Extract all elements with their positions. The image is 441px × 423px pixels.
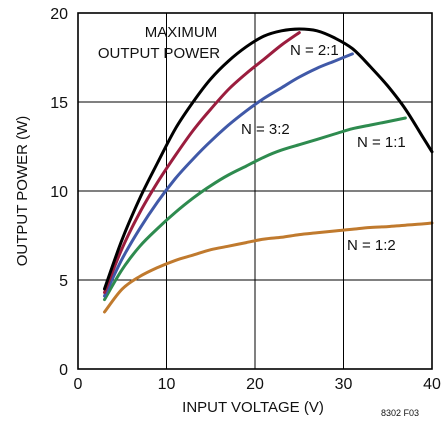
y-tick-label-20: 20 [50,6,68,23]
x-axis-title: INPUT VOLTAGE (V) [182,399,324,416]
label-n-1-1: N = 1:1 [357,134,406,151]
x-tick-label-10: 10 [158,376,176,393]
figure-id: 8302 F03 [381,408,419,418]
series-line-n-3-2 [103,52,354,298]
x-tick-label-0: 0 [74,376,83,393]
y-tick-label-10: 10 [50,184,68,201]
tick-labels: 0 10 20 30 40 0 5 10 15 20 [50,6,441,393]
max-power-label-line1: MAXIMUM [145,24,218,41]
series-line-n-1-1 [103,116,407,302]
y-axis-title: OUTPUT POWER (W) [14,116,31,267]
series-line-maximum-output-power [103,27,434,291]
label-n-2-1: N = 2:1 [290,42,339,59]
x-tick-label-20: 20 [246,376,264,393]
label-n-1-2: N = 1:2 [347,237,396,254]
x-tick-label-40: 40 [423,376,441,393]
series-line-n-2-1 [103,31,301,294]
series-layer [103,27,434,314]
y-tick-label-5: 5 [59,273,68,290]
grid [78,13,432,369]
max-power-label-line2: OUTPUT POWER [98,45,220,62]
label-n-3-2: N = 3:2 [241,121,290,138]
y-tick-label-0: 0 [59,362,68,379]
series-line-n-1-2 [103,221,434,314]
y-tick-label-15: 15 [50,95,68,112]
x-tick-label-30: 30 [335,376,353,393]
plot-frame [77,12,433,370]
